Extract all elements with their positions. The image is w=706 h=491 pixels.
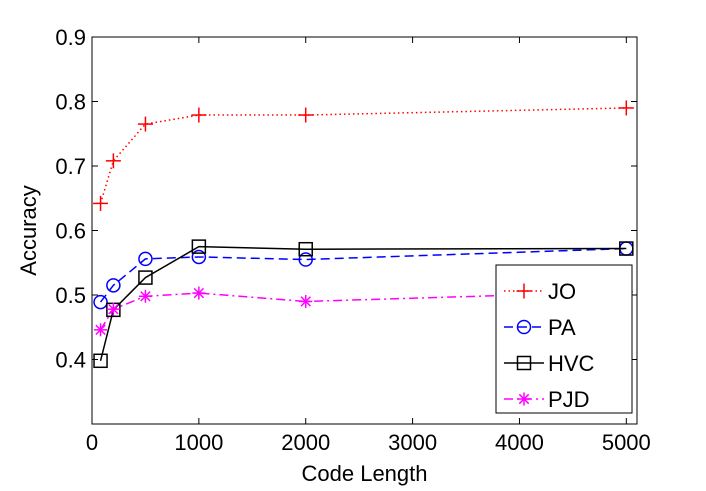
y-tick-label: 0.8 [55,90,86,115]
legend-entry-pa: PA [504,315,576,340]
data-point-pa [298,252,313,267]
series-line-pjd [99,291,627,331]
data-point-pjd [299,294,313,308]
legend-marker-pa [516,319,532,335]
data-point-pa [191,249,207,265]
x-tick-label: 3000 [388,430,437,455]
data-point-hvc [619,241,634,256]
data-point-pa [138,251,153,267]
y-tick-label: 0.4 [55,348,86,373]
y-tick-label: 0.5 [55,283,86,308]
data-point-pa [106,278,121,293]
legend-box [495,264,633,414]
x-tick-label: 2000 [281,430,330,455]
legend-marker-jo [516,283,532,299]
legend-label-pjd: PJD [548,387,590,412]
data-point-pjd [192,286,206,300]
data-point-pjd [138,289,152,303]
legend-label-pa: PA [548,315,576,340]
data-point-jo [93,195,109,211]
legend-label-jo: JO [548,279,576,304]
data-point-pjd [94,323,108,337]
series-line-hvc [99,245,627,361]
data-point-jo [137,116,153,132]
data-point-hvc [298,241,313,257]
x-tick-label: 4000 [495,430,544,455]
x-tick-label: 1000 [174,430,223,455]
legend-marker-hvc [516,355,532,371]
data-point-jo [618,100,634,116]
series-line-jo [99,107,627,204]
y-tick-label: 0.6 [55,219,86,244]
data-point-jo [191,107,207,123]
x-axis-ticks: 0 1000 2000 3000 4000 5000 [86,37,651,455]
data-point-hvc [138,270,153,285]
series-line-pa [99,247,627,303]
x-axis-label: Code Length [302,461,428,486]
series-jo [93,100,634,211]
legend-entry-jo: JO [504,279,576,304]
legend-marker-pjd [517,392,531,406]
y-axis-label: Accuracy [16,185,41,275]
series-layer [93,100,634,369]
data-point-pa [93,294,108,310]
data-point-jo [298,107,314,123]
legend: JO PA HVC PJD [495,264,633,414]
y-tick-label: 0.7 [55,154,86,179]
series-hvc [93,239,634,369]
y-axis-ticks: 0.4 0.5 0.6 0.7 0.8 0.9 [55,25,637,373]
x-tick-label: 0 [86,430,98,455]
legend-entry-pjd: PJD [504,387,590,412]
x-tick-label: 5000 [602,430,651,455]
data-point-jo [105,153,121,169]
data-point-hvc [93,353,108,369]
data-point-hvc [191,239,207,254]
legend-entry-hvc: HVC [504,351,595,376]
y-tick-label: 0.9 [55,25,86,50]
legend-label-hvc: HVC [548,351,595,376]
series-pjd [94,285,633,337]
data-point-pjd [106,302,120,316]
